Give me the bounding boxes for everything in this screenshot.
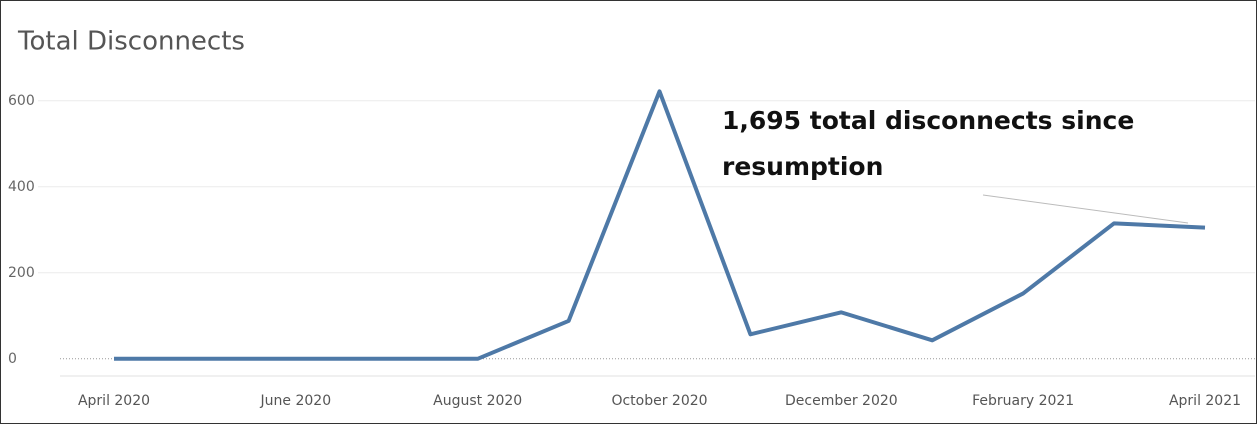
- annotation: 1,695 total disconnects since resumption: [722, 106, 1135, 181]
- line: [114, 89, 1206, 361]
- x-tick-label: August 2020: [433, 393, 522, 409]
- x-tick-label: April 2020: [78, 393, 150, 409]
- y-tick-label: 400: [8, 179, 35, 195]
- x-tick-label: June 2020: [260, 393, 332, 409]
- x-tick-label: December 2020: [785, 393, 898, 409]
- x-tick-label: April 2021: [1169, 393, 1241, 409]
- chart-title: Total Disconnects: [17, 27, 245, 57]
- y-tick-label: 0: [8, 351, 17, 367]
- annotation-pointer: [982, 194, 1189, 224]
- x-tick-label: February 2021: [972, 393, 1074, 409]
- y-tick-label: 600: [8, 93, 35, 109]
- x-tick-label: October 2020: [611, 393, 707, 409]
- y-tick-label: 200: [8, 265, 35, 281]
